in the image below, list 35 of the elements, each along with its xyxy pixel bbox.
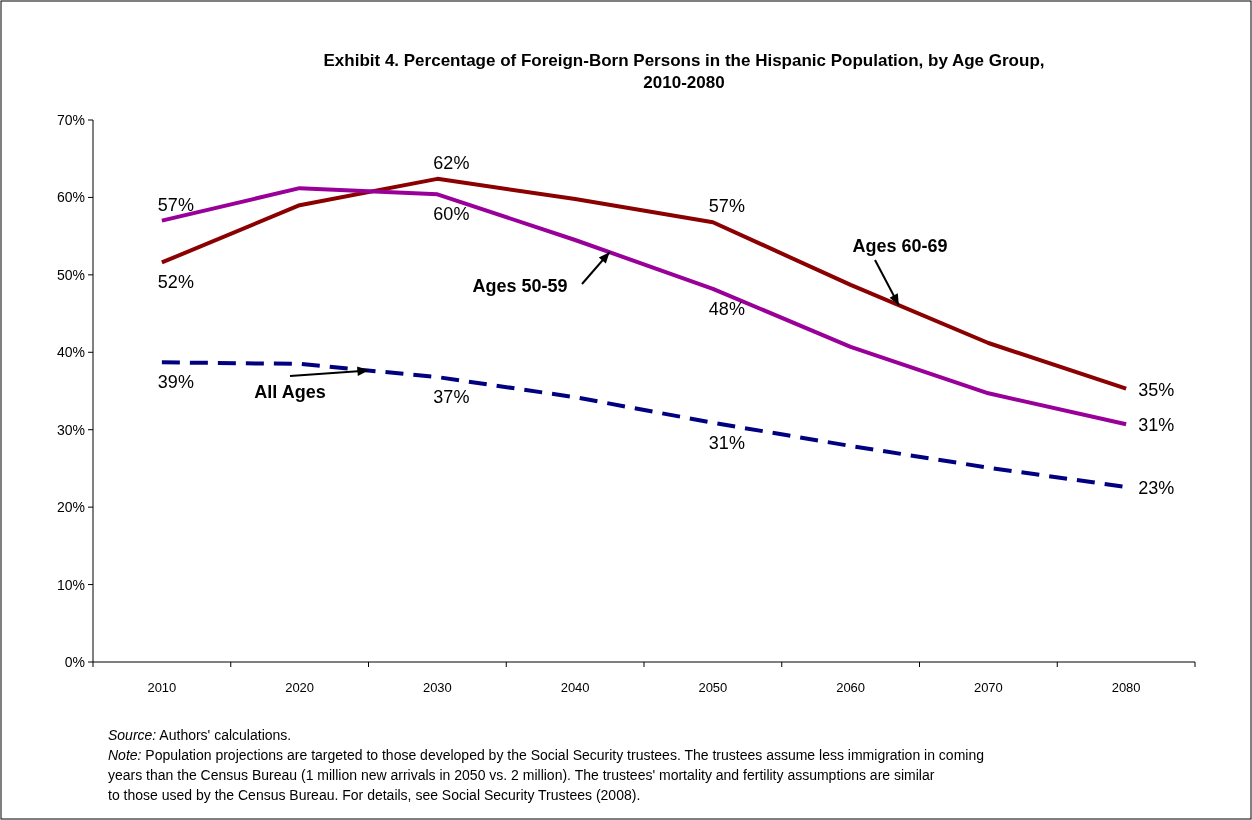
x-tick-label: 2070	[973, 680, 1003, 695]
x-tick-label: 2030	[422, 680, 452, 695]
x-tick-label: 2020	[285, 680, 315, 695]
data-label: 48%	[708, 298, 745, 319]
chart-title: Exhibit 4. Percentage of Foreign-Born Persons in the Hispanic Population, by Age Group, 2010-2080	[323, 51, 1045, 92]
series-label: All Ages	[254, 382, 326, 402]
data-label: 39%	[157, 372, 194, 393]
data-label: 31%	[708, 432, 745, 453]
x-tick-label: 2050	[698, 680, 728, 695]
line-series	[159, 186, 1129, 427]
data-label: 60%	[433, 204, 470, 225]
y-tick-label: 30%	[56, 421, 85, 438]
y-tick-label: 60%	[56, 189, 85, 206]
x-tick-label: 2010	[147, 680, 177, 695]
text: Ages 50-59	[472, 276, 568, 296]
data-label: 52%	[157, 272, 194, 293]
data-label: 23%	[1138, 478, 1175, 499]
data-label: 35%	[1138, 379, 1175, 400]
x-tick-label: 2080	[1111, 680, 1141, 695]
y-tick-label: 10%	[56, 576, 85, 593]
y-tick-label: 70%	[56, 112, 85, 128]
y-tick-label: 0%	[64, 654, 85, 670]
series-label: Ages 60-69	[852, 236, 948, 256]
data-label: 57%	[157, 194, 194, 215]
data-label: 57%	[708, 196, 745, 217]
text: Note: Population projections are targeted to those developed by the Social Security trustees. The trustees assume less immigration in coming years than the Census Bureau (1 million new arrivals in 2050 vs. 2 million). The trustees' mortality and fertility assumptions are similar to those used by the Census Bureau. For details, see Social Security Trustees (2008).	[108, 747, 984, 803]
x-tick-label: 2060	[836, 680, 866, 695]
y-tick-label: 50%	[56, 266, 85, 283]
data-label: 62%	[433, 152, 470, 173]
data-label: 31%	[1138, 415, 1175, 436]
x-tick-label: 2040	[560, 680, 590, 695]
data-label: 37%	[433, 387, 470, 408]
y-tick-label: 40%	[56, 344, 85, 361]
y-tick-label: 20%	[56, 499, 85, 516]
source-note: Source: Authors' calculations.	[108, 727, 292, 743]
